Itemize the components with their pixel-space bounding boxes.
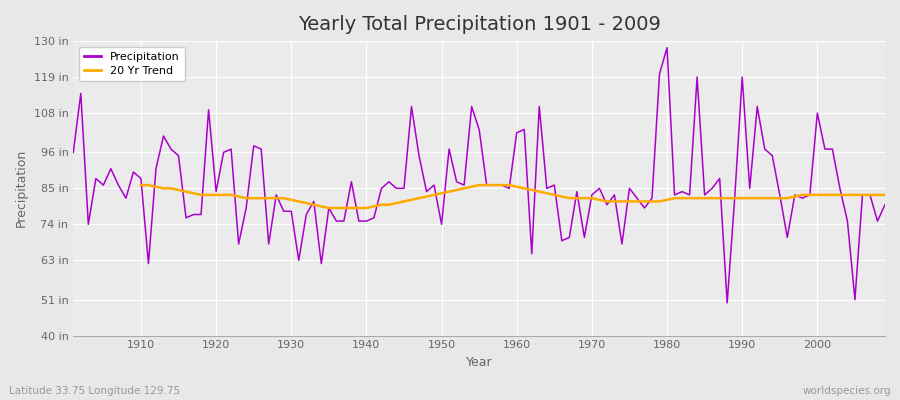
Y-axis label: Precipitation: Precipitation [15,149,28,228]
Legend: Precipitation, 20 Yr Trend: Precipitation, 20 Yr Trend [79,47,185,81]
Text: worldspecies.org: worldspecies.org [803,386,891,396]
X-axis label: Year: Year [466,356,492,369]
Text: Latitude 33.75 Longitude 129.75: Latitude 33.75 Longitude 129.75 [9,386,180,396]
Title: Yearly Total Precipitation 1901 - 2009: Yearly Total Precipitation 1901 - 2009 [298,15,661,34]
